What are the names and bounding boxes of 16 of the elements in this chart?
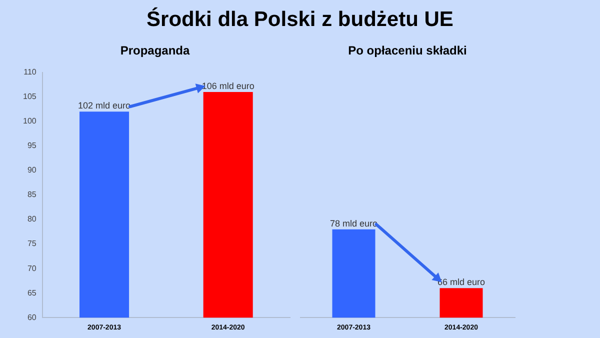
y-tick-label: 70 [27, 264, 37, 273]
y-tick-label: 105 [22, 92, 37, 102]
y-tick-label: 60 [27, 312, 37, 322]
chart-subtitle: Propaganda [120, 44, 190, 58]
y-tick-label: 85 [27, 190, 37, 200]
y-tick-label: 65 [27, 288, 37, 298]
y-tick-label: 100 [22, 116, 37, 126]
y-tick-label: 80 [27, 214, 37, 224]
chart-subtitle: Po opłaceniu składki [348, 44, 467, 58]
y-tick-label: 75 [27, 239, 37, 248]
data-label: 102 mld euro [78, 100, 131, 111]
data-label: 106 mld euro [202, 81, 254, 91]
y-tick-label: 90 [27, 166, 37, 175]
chart-title: Środki dla Polski z budżetu UE [146, 8, 454, 32]
y-tick-label: 95 [27, 141, 37, 150]
y-tick-label: 110 [24, 68, 37, 77]
